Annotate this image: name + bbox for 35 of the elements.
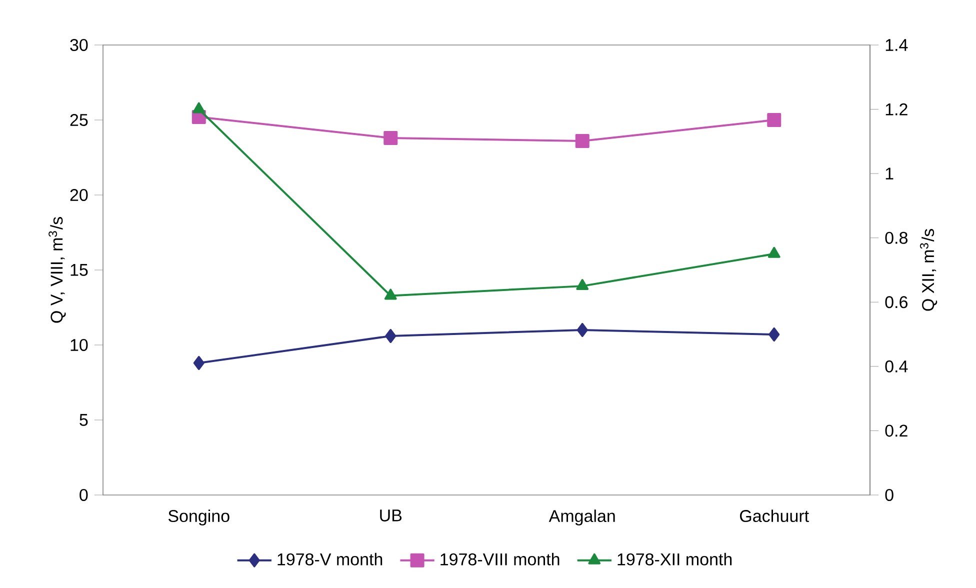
point — [384, 288, 397, 300]
legend-label: 1978-V month — [278, 552, 382, 566]
point — [576, 279, 589, 290]
point — [192, 102, 206, 114]
y2-tick-label: 0.2 — [885, 424, 908, 437]
y2-tick-label: 0.6 — [885, 296, 908, 308]
y-tick-label: 30 — [70, 38, 88, 51]
y2-tick-label: 0.8 — [885, 232, 908, 244]
legend-label: 1978-VIII month — [440, 552, 560, 566]
x-tick-label: Songino — [168, 510, 230, 526]
point — [384, 130, 398, 145]
y-tick-label: 25 — [70, 114, 88, 126]
x-tick-label: Amgalan — [548, 510, 615, 526]
x-tick-label: Gachuurt — [740, 510, 809, 522]
y2-axis-title: Q XII, m$^{3}$/s — [920, 229, 938, 311]
y2-tick-label: 0.4 — [885, 360, 908, 372]
y-tick-label: 5 — [80, 414, 88, 426]
x-tick-label: UB — [380, 510, 402, 522]
point — [576, 322, 588, 337]
y2-tick-label: 0 — [885, 488, 894, 501]
point — [768, 327, 780, 342]
y-axis-title: Q V, VIII, m$^{3}$/s — [48, 217, 66, 323]
point — [193, 356, 204, 370]
y-tick-label: 10 — [70, 338, 88, 351]
y2-tick-label: 1.4 — [886, 39, 908, 51]
point — [767, 112, 782, 127]
y2-tick-label: 1.2 — [886, 103, 908, 116]
y-tick-label: 15 — [70, 264, 88, 276]
y2-tick-label: 1 — [886, 168, 894, 180]
point — [385, 328, 396, 343]
point — [575, 134, 590, 148]
point — [768, 246, 780, 258]
y-tick-label: 0 — [80, 488, 88, 501]
y-tick-label: 20 — [70, 188, 88, 201]
legend-label: 1978-XII month — [618, 552, 732, 566]
